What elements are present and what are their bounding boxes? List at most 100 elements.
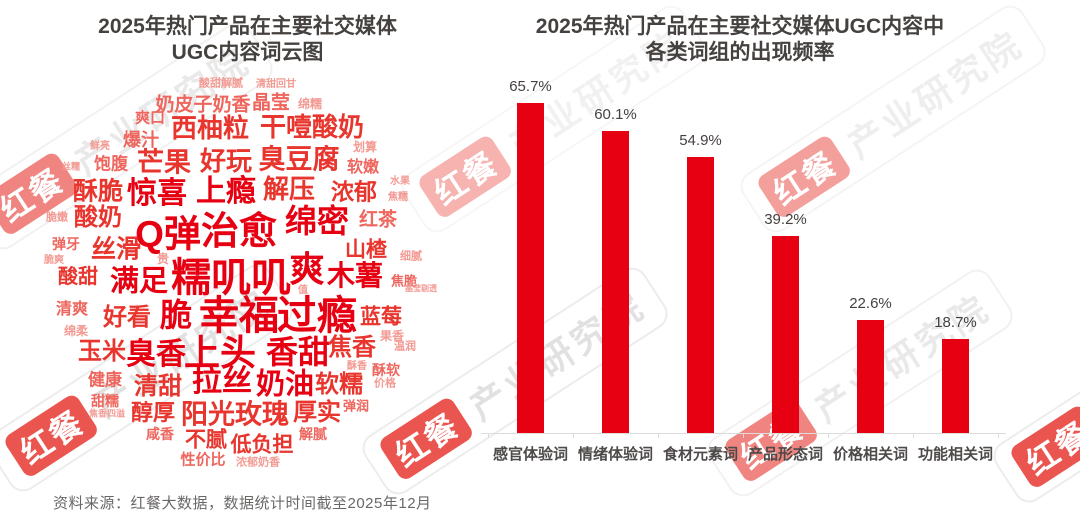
wordcloud-word: 醇厚 bbox=[130, 400, 176, 425]
wordcloud-word: 绵柔 bbox=[63, 324, 89, 338]
wordcloud-title-line1: 2025年热门产品在主要社交媒体 bbox=[98, 15, 397, 38]
wordcloud-word: 酥脆 bbox=[72, 177, 124, 206]
barchart-title-line2: 各类词组的出现频率 bbox=[645, 41, 835, 64]
wordcloud-title: 2025年热门产品在主要社交媒体 UGC内容词云图 bbox=[55, 14, 440, 66]
wordcloud-word: 饱腹 bbox=[94, 154, 128, 174]
bar-category-label: 功能相关词 bbox=[917, 446, 993, 463]
wordcloud-word: 解压 bbox=[262, 174, 316, 204]
wordcloud-word: 健康 bbox=[88, 370, 122, 390]
wordcloud-word: 低负担 bbox=[230, 433, 294, 457]
wordcloud-word: 晶莹 bbox=[251, 92, 291, 114]
wordcloud-word: 性价比 bbox=[180, 451, 226, 469]
wordcloud-word: 浓郁奶香 bbox=[236, 456, 280, 469]
wordcloud-word: 晶莹剔透 bbox=[405, 284, 437, 293]
wordcloud-word: 脆爽 bbox=[44, 255, 64, 266]
wordcloud-word: 满足 bbox=[109, 265, 169, 298]
wordcloud-word: 酥香 bbox=[347, 361, 367, 372]
bar-category-label: 价格相关词 bbox=[832, 446, 908, 463]
bar-感官体验词 bbox=[517, 103, 544, 433]
wordcloud-word: 丝滑 bbox=[90, 235, 142, 264]
wordcloud-word: 阳光玫瑰 bbox=[181, 399, 289, 430]
bar-情绪体验词 bbox=[602, 131, 629, 433]
wordcloud-word: 芒果 bbox=[137, 147, 191, 178]
x-axis-tick bbox=[913, 433, 914, 438]
wordcloud-word: 焦脆 bbox=[390, 273, 418, 289]
wordcloud-word: 浓郁 bbox=[331, 178, 377, 205]
bar-category-label: 感官体验词 bbox=[492, 446, 568, 463]
x-axis-tick bbox=[658, 433, 659, 438]
x-axis-tick bbox=[488, 433, 489, 438]
wordcloud-word: 好看 bbox=[103, 304, 151, 331]
wordcloud-word: Q弹 bbox=[135, 213, 201, 255]
bar-价格相关词 bbox=[857, 320, 884, 433]
wordcloud-word: 干噎酸奶 bbox=[259, 112, 365, 142]
wordcloud-word: 惊喜 bbox=[127, 177, 187, 210]
wordcloud-word: 臭香 bbox=[126, 338, 186, 371]
bar-value-label: 22.6% bbox=[849, 295, 892, 312]
wordcloud-word: 爆汁 bbox=[123, 130, 159, 150]
source-note: 资料来源：红餐大数据，数据统计时间截至2025年12月 bbox=[53, 495, 432, 512]
bar-产品形态词 bbox=[772, 236, 799, 433]
wordcloud-word: 香甜 bbox=[265, 334, 331, 370]
wordcloud-word: 弹润 bbox=[342, 398, 370, 414]
wordcloud-word: 好玩 bbox=[199, 146, 253, 176]
wordcloud-word: 酸甜解腻 bbox=[199, 77, 243, 90]
bar-value-label: 54.9% bbox=[679, 132, 722, 149]
bar-category-label: 情绪体验词 bbox=[577, 446, 653, 463]
wordcloud-word: 过瘾 bbox=[277, 294, 357, 338]
wordcloud-word: 绵密 bbox=[284, 203, 350, 239]
wordcloud-word: 酸奶 bbox=[74, 204, 122, 231]
bar-食材元素词 bbox=[687, 157, 714, 433]
x-axis-tick bbox=[573, 433, 574, 438]
bar-value-label: 39.2% bbox=[764, 211, 807, 228]
bar-功能相关词 bbox=[942, 339, 969, 433]
wordcloud-word: 爽口 bbox=[134, 109, 166, 127]
wordcloud-word: 拉丝 bbox=[192, 365, 252, 398]
wordcloud-word: 上瘾 bbox=[196, 175, 256, 208]
wordcloud-word: 值 bbox=[298, 285, 308, 296]
wordcloud-word: 划算 bbox=[352, 140, 378, 154]
x-axis-tick bbox=[998, 433, 999, 438]
wordcloud-word: 焦糯 bbox=[388, 192, 408, 203]
wordcloud-word: 玉米 bbox=[78, 338, 126, 365]
wordcloud-word: 鲜亮 bbox=[90, 141, 110, 152]
wordcloud-word: 酸甜 bbox=[58, 266, 98, 288]
barchart-title: 2025年热门产品在主要社交媒体UGC内容中 各类词组的出现频率 bbox=[480, 14, 1000, 66]
wordcloud-word: 爽 bbox=[289, 250, 325, 290]
wordcloud-word: 脆 bbox=[159, 297, 193, 333]
wordcloud-title-line2: UGC内容词云图 bbox=[171, 41, 324, 64]
wordcloud-word: 木薯 bbox=[326, 260, 384, 291]
wordcloud-word: 软嫩 bbox=[346, 159, 380, 176]
wordcloud-word: 奶油 bbox=[255, 368, 315, 401]
wordcloud-word: 不腻 bbox=[185, 428, 227, 452]
wordcloud-word: 上头 bbox=[183, 332, 257, 373]
wordcloud-word: 果香 bbox=[379, 329, 405, 343]
wordcloud-word: 价格 bbox=[374, 377, 396, 390]
wordcloud-word: 清甜 bbox=[134, 373, 182, 400]
wordcloud-word: 解腻 bbox=[299, 426, 327, 442]
wordcloud-word: 水果 bbox=[390, 176, 410, 187]
wordcloud-word: 酥软 bbox=[372, 362, 400, 378]
wordcloud-word: 臭豆腐 bbox=[258, 144, 340, 175]
bar-category-label: 食材元素词 bbox=[662, 446, 738, 463]
wordcloud-word: 幸福 bbox=[199, 294, 279, 338]
wordcloud-word: 糯叽叽 bbox=[171, 256, 291, 300]
wordcloud-word: 贵 bbox=[156, 252, 170, 266]
bar-value-label: 60.1% bbox=[594, 106, 637, 123]
wordcloud-word: 细腻 bbox=[400, 250, 422, 263]
x-axis-tick bbox=[828, 433, 829, 438]
wordcloud-word: 焦香四溢 bbox=[88, 408, 126, 419]
bar-value-label: 18.7% bbox=[934, 314, 977, 331]
wordcloud-word: 温润 bbox=[394, 340, 416, 353]
wordcloud-word: 弹牙 bbox=[52, 236, 80, 252]
wordcloud-word: 绵糯 bbox=[297, 97, 323, 111]
wordcloud-word: 蓝莓 bbox=[360, 305, 402, 329]
bar-category-label: 产品形态词 bbox=[747, 446, 823, 463]
wordcloud-word: 西柚粒 bbox=[170, 113, 250, 143]
wordcloud-word: 焦香 bbox=[328, 334, 376, 361]
barchart-title-line1: 2025年热门产品在主要社交媒体UGC内容中 bbox=[535, 15, 945, 38]
x-axis-tick bbox=[743, 433, 744, 438]
wordcloud-word: 山楂 bbox=[345, 238, 387, 262]
